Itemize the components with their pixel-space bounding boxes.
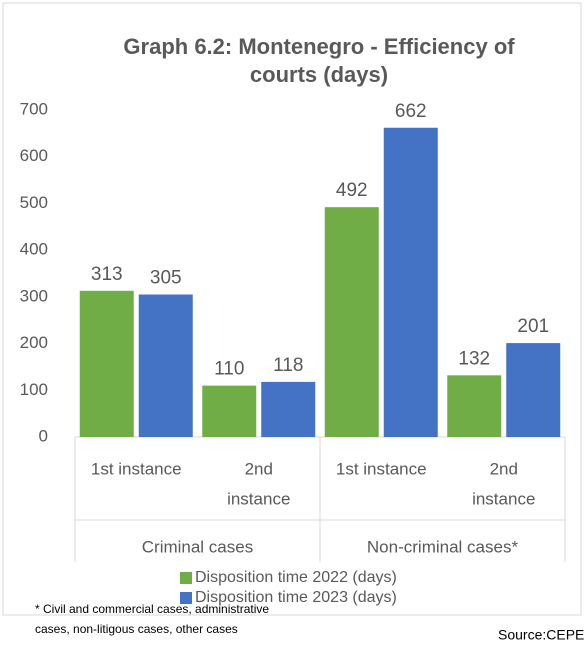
value-label: 201: [517, 316, 549, 337]
y-tick-label: 100: [20, 380, 48, 399]
group-label: Non-criminal cases*: [367, 537, 519, 556]
value-label: 313: [91, 264, 123, 285]
bar: [138, 294, 193, 437]
value-label: 132: [458, 348, 490, 369]
bar: [324, 207, 379, 437]
bar: [506, 343, 561, 437]
value-label: 492: [336, 180, 368, 201]
y-tick-label: 500: [20, 193, 48, 212]
y-tick-label: 600: [20, 146, 48, 165]
legend-swatch: [180, 572, 192, 584]
bar: [202, 385, 257, 437]
bar: [383, 127, 438, 437]
x-tick-label: 1st instance: [336, 459, 427, 478]
bar: [79, 290, 134, 437]
x-tick-label: instance: [472, 489, 535, 508]
x-tick-label: 1st instance: [91, 459, 182, 478]
chart-title: courts (days): [250, 62, 388, 87]
y-tick-label: 700: [20, 99, 48, 118]
value-label: 118: [273, 355, 303, 376]
value-label: 110: [214, 359, 244, 380]
y-tick-label: 200: [20, 333, 48, 352]
x-tick-label: 2nd: [245, 459, 273, 478]
legend-label: Disposition time 2022 (days): [195, 569, 397, 586]
x-tick-label: instance: [227, 489, 290, 508]
y-tick-label: 400: [20, 240, 48, 259]
bar: [261, 381, 316, 437]
value-label: 305: [150, 268, 182, 289]
source: Source:CEPEJ: [498, 627, 584, 643]
x-tick-label: 2nd: [490, 459, 518, 478]
footnote: * Civil and commercial cases, administra…: [35, 602, 269, 616]
legend-label: Disposition time 2023 (days): [195, 589, 397, 606]
y-tick-label: 300: [20, 286, 48, 305]
y-tick-label: 0: [39, 426, 48, 445]
footnote: cases, non-litigous cases, other cases: [35, 622, 238, 636]
chart-frame: [2, 2, 582, 616]
group-label: Criminal cases: [142, 537, 253, 556]
chart-title: Graph 6.2: Montenegro - Efficiency of: [123, 34, 515, 59]
legend-swatch: [180, 592, 192, 604]
bar: [447, 375, 502, 437]
value-label: 662: [395, 101, 427, 122]
